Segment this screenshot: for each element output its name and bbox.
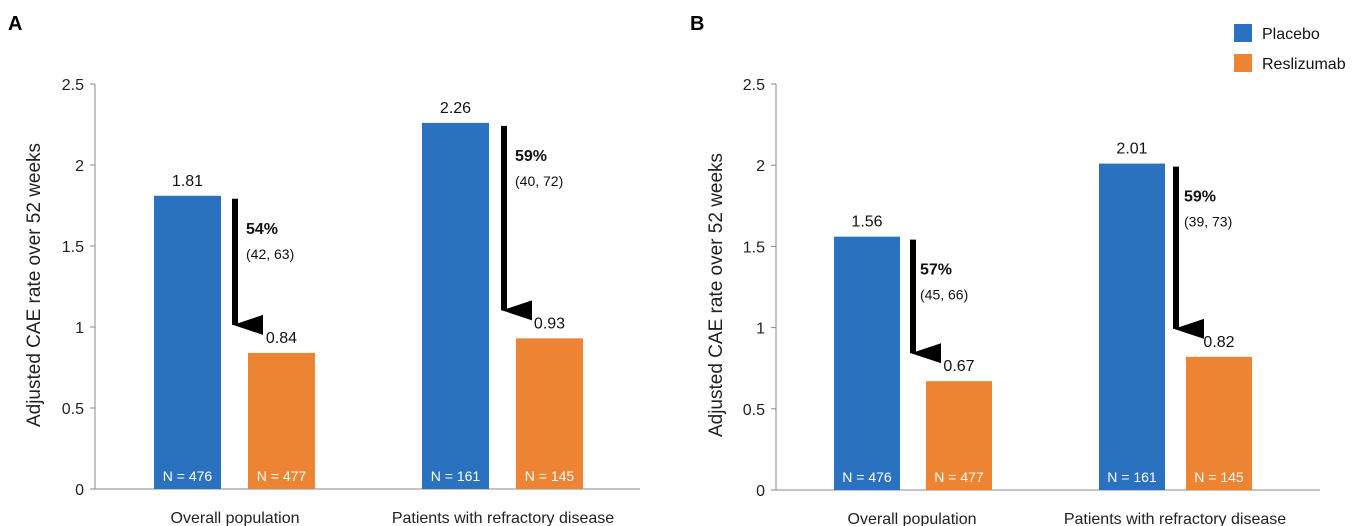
bar-n-label: N = 477 bbox=[934, 469, 984, 485]
reduction-percent: 59% bbox=[1184, 189, 1216, 206]
bar-value-label: 0.93 bbox=[534, 315, 565, 332]
reduction-ci: (45, 66) bbox=[920, 287, 968, 303]
bar-n-label: N = 145 bbox=[525, 468, 575, 484]
bar-n-label: N = 161 bbox=[1107, 469, 1157, 485]
reduction-ci: (40, 72) bbox=[515, 173, 563, 189]
bar-reslizumab bbox=[248, 352, 315, 489]
bar-value-label: 0.84 bbox=[266, 330, 297, 347]
x-category-label: Overall population bbox=[171, 510, 300, 526]
y-tick-label: 2.5 bbox=[62, 77, 84, 94]
bar-reslizumab bbox=[516, 338, 583, 489]
reduction-ci: (39, 73) bbox=[1184, 214, 1232, 230]
y-tick-label: 0.5 bbox=[743, 402, 765, 419]
bar-n-label: N = 161 bbox=[431, 468, 481, 484]
reduction-percent: 57% bbox=[920, 262, 952, 279]
y-tick-label: 1.5 bbox=[62, 239, 84, 256]
y-axis-label: Adjusted CAE rate over 52 weeks bbox=[706, 153, 727, 437]
bar-value-label: 2.01 bbox=[1116, 141, 1147, 158]
bar-n-label: N = 476 bbox=[163, 468, 213, 484]
reduction-percent: 54% bbox=[246, 221, 278, 238]
panel-letter-b: B bbox=[690, 13, 704, 35]
y-tick-label: 0.5 bbox=[62, 401, 84, 418]
bar-value-label: 0.67 bbox=[943, 358, 974, 375]
bar-reslizumab bbox=[1186, 356, 1252, 490]
panel-a: A Adjusted CAE rate over 52 weeks 0 0.5 1 1… bbox=[8, 13, 640, 526]
legend-label-placebo: Placebo bbox=[1262, 26, 1320, 43]
bar-placebo bbox=[834, 236, 900, 490]
panel-letter-a: A bbox=[8, 13, 22, 35]
legend-label-reslizumab: Reslizumab bbox=[1262, 56, 1346, 73]
bar-placebo bbox=[154, 195, 221, 489]
bar-value-label: 1.81 bbox=[172, 173, 203, 190]
bar-value-label: 0.82 bbox=[1203, 334, 1234, 351]
bar-placebo bbox=[422, 122, 489, 489]
y-tick-label: 2 bbox=[75, 158, 84, 175]
y-tick-label: 0 bbox=[75, 482, 84, 499]
bar-placebo bbox=[1099, 163, 1165, 491]
y-tick-label: 2.5 bbox=[743, 77, 765, 94]
bar-value-label: 2.26 bbox=[440, 100, 471, 117]
bar-n-label: N = 477 bbox=[257, 468, 307, 484]
x-category-label: Overall population bbox=[848, 511, 977, 526]
legend-swatch-reslizumab bbox=[1234, 54, 1252, 72]
y-tick-label: 1 bbox=[75, 320, 84, 337]
bar-reslizumab bbox=[926, 381, 992, 490]
y-tick-label: 2 bbox=[756, 158, 765, 175]
panel-b: B Adjusted CAE rate over 52 weeks 0 0.5 1 1… bbox=[690, 13, 1320, 526]
reduction-percent: 59% bbox=[515, 148, 547, 165]
legend: Placebo Reslizumab bbox=[1234, 24, 1346, 73]
y-axis-label: Adjusted CAE rate over 52 weeks bbox=[24, 143, 45, 427]
x-category-label: Patients with refractory disease bbox=[392, 510, 614, 526]
legend-swatch-placebo bbox=[1234, 24, 1252, 42]
y-tick-label: 0 bbox=[756, 483, 765, 500]
bar-n-label: N = 476 bbox=[842, 469, 892, 485]
y-tick-label: 1 bbox=[756, 321, 765, 338]
x-category-label: Patients with refractory disease bbox=[1064, 511, 1286, 526]
y-tick-label: 1.5 bbox=[743, 239, 765, 256]
bar-value-label: 1.56 bbox=[851, 214, 882, 231]
reduction-ci: (42, 63) bbox=[246, 246, 294, 262]
bar-n-label: N = 145 bbox=[1194, 469, 1244, 485]
